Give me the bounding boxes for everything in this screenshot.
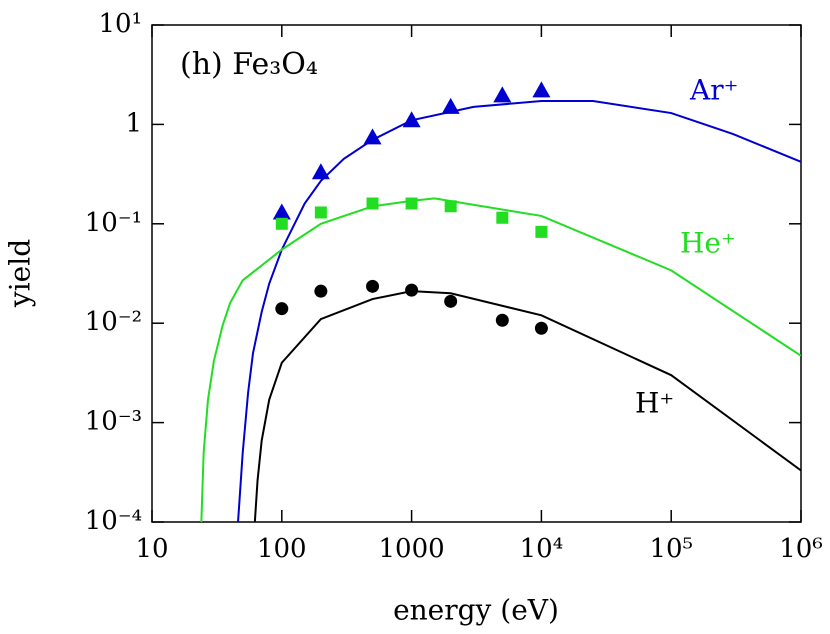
curve bbox=[253, 290, 801, 522]
data-point bbox=[314, 206, 327, 219]
x-axis-label: energy (eV) bbox=[393, 594, 559, 627]
data-point bbox=[311, 163, 330, 180]
curves bbox=[200, 99, 801, 522]
y-tick-label: 10⁻³ bbox=[85, 407, 142, 437]
y-tick-label: 10⁻² bbox=[85, 307, 142, 337]
data-point bbox=[532, 81, 551, 98]
x-tick-label: 10⁴ bbox=[520, 534, 564, 564]
data-point bbox=[402, 111, 421, 128]
data-point bbox=[493, 86, 512, 103]
data-point bbox=[535, 225, 548, 238]
curve bbox=[200, 197, 801, 522]
data-point bbox=[275, 217, 288, 230]
curve-label: H⁺ bbox=[635, 387, 674, 420]
x-tick-label: 1000 bbox=[379, 534, 445, 564]
y-axis-label: yield bbox=[4, 239, 37, 308]
data-point bbox=[363, 128, 382, 145]
x-tick-label: 100 bbox=[257, 534, 307, 564]
data-point bbox=[366, 197, 379, 210]
x-tick-label: 10⁵ bbox=[649, 534, 693, 564]
data-point bbox=[496, 211, 509, 224]
curve-label: Ar⁺ bbox=[689, 74, 738, 107]
data-point bbox=[405, 197, 418, 210]
x-tick-label: 10⁶ bbox=[779, 534, 823, 564]
data-point bbox=[441, 97, 460, 114]
y-tick-label: 1 bbox=[125, 108, 142, 138]
data-point bbox=[405, 283, 419, 297]
data-point bbox=[275, 302, 289, 316]
data-point bbox=[444, 200, 457, 213]
data-point bbox=[444, 294, 458, 308]
data-point bbox=[314, 284, 328, 298]
y-tick-label: 10⁻⁴ bbox=[85, 506, 142, 536]
x-tick-label: 10 bbox=[135, 534, 168, 564]
plot-frame bbox=[151, 24, 802, 523]
curve-label: He⁺ bbox=[680, 227, 736, 260]
y-tick-label: 10¹ bbox=[98, 9, 142, 39]
annotation: (h) Fe₃O₄ bbox=[180, 47, 318, 82]
curve bbox=[237, 99, 801, 522]
data-point bbox=[272, 203, 291, 220]
data-point bbox=[495, 313, 509, 327]
data-point bbox=[534, 321, 548, 335]
data-point bbox=[366, 279, 380, 293]
y-tick-label: 10⁻¹ bbox=[85, 208, 142, 238]
